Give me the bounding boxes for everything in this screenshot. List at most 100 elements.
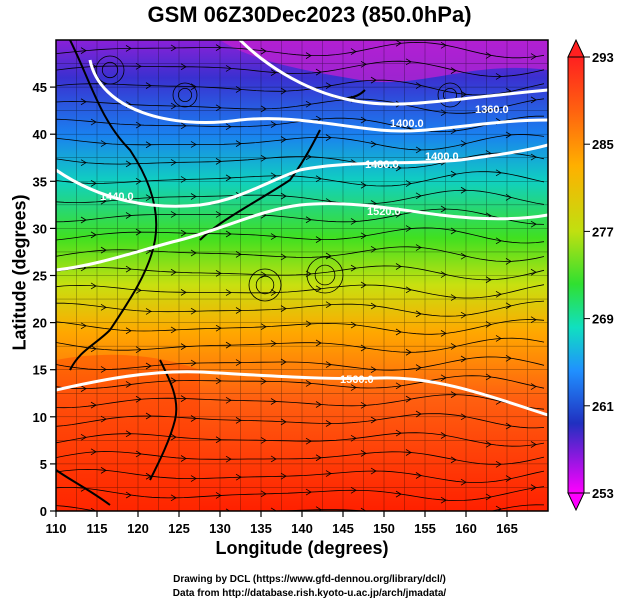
streamline-eddy [437,82,463,108]
streamline-arrow [125,212,132,219]
streamline-arrow [415,192,422,200]
streamline-arrow [270,289,277,296]
streamline-arrow [440,41,447,49]
streamline-arrow [315,401,322,408]
streamline-arrow [530,96,537,104]
streamline-arrow [315,339,322,347]
colorbar-tick-label: 253 [592,486,614,501]
streamline-arrow [415,310,422,318]
streamline-arrow [145,362,152,370]
y-tick-label: 10 [33,410,47,425]
streamline-arrow [260,105,267,113]
streamline-arrow [440,432,447,439]
streamline-arrow [360,507,367,511]
streamline-arrow [325,82,332,90]
streamline-arrow [125,160,132,168]
streamline-arrow [135,121,142,129]
streamline-arrow [350,384,357,391]
streamline-arrow [505,422,512,430]
streamline-arrow [495,73,502,80]
streamline-arrow [530,220,537,228]
streamline-arrow [315,68,322,76]
streamline-eddy [255,275,275,295]
streamline [56,79,545,96]
streamline-arrow [415,364,422,371]
streamline [56,171,545,187]
streamline-arrow [135,346,142,354]
streamline-arrow [225,65,232,72]
streamline-arrow [270,340,277,347]
streamline-arrow [530,383,537,390]
streamline-arrow [125,327,132,335]
streamline-arrow [135,450,142,458]
streamline-arrow [460,91,467,98]
contour-label: 1440.0 [100,191,134,203]
streamline-arrow [350,486,357,494]
streamline-arrow [305,52,312,59]
streamline-arrow [260,154,267,162]
streamline-arrow [225,174,232,182]
streamline-arrow [530,53,537,60]
streamline-arrow [90,282,97,290]
streamline-arrow [170,44,177,52]
streamline-arrow [180,455,187,462]
x-tick-label: 145 [332,521,354,536]
streamline-arrow [485,373,492,381]
streamline-arrow [305,380,312,387]
streamline-arrow [90,180,97,187]
height-contours [56,40,548,417]
streamline-eddy [248,268,282,302]
streamline-arrow [145,308,152,315]
streamline-arrow [190,141,197,148]
streamline-arrow [270,455,277,463]
streamline-arrow [235,86,242,93]
x-tick-label: 165 [496,521,518,536]
colorbar-top-arrow [567,38,585,58]
streamline-arrow [460,413,467,421]
streamline-arrow [190,83,197,91]
streamline-arrow [305,437,312,445]
streamline-arrow [270,172,277,180]
streamline-arrow [325,301,332,309]
streamline-arrow [460,355,467,363]
streamline-arrow [180,229,187,237]
streamline-arrow [170,268,177,276]
streamline [56,394,545,410]
contour-label: 1480.0 [365,159,399,171]
streamline-arrow [225,508,231,511]
x-tick-label: 110 [46,521,67,536]
x-tick-label: 160 [455,521,477,536]
streamline [56,189,545,205]
streamline-arrow [80,433,87,441]
streamline [56,486,545,501]
contour-label: 1400.0 [390,118,424,130]
streamline-arrow [80,47,87,54]
streamline-arrow [440,330,447,337]
streamline [56,208,545,225]
streamline-arrow [451,514,456,520]
streamline-arrow [80,385,87,392]
streamline-arrow [280,253,287,261]
streamline-arrow [260,437,267,444]
y-axis: 0 5 10 15 20 25 30 35 40 45 [33,80,56,519]
contour-label: 1560.0 [340,374,374,386]
streamline-arrow [505,475,512,482]
streamline-arrow [360,401,367,409]
streamline-arrow [360,181,367,189]
streamline [56,98,545,114]
streamline-arrow [190,249,197,257]
streamline-arrow [100,415,107,423]
streamline-arrow [450,343,457,350]
streamline-arrow [215,211,222,218]
streamline [56,41,545,59]
streamline-arrow [170,102,177,110]
streamline-arrow [235,417,242,424]
colorbar-bottom-arrow [567,492,585,512]
streamline-arrow [505,354,512,362]
colorbar-gradient [567,56,585,494]
streamline-arrow [505,258,512,265]
streamline-arrow [495,460,502,468]
streamline-arrow [495,505,502,511]
streamline-arrow [305,488,312,496]
